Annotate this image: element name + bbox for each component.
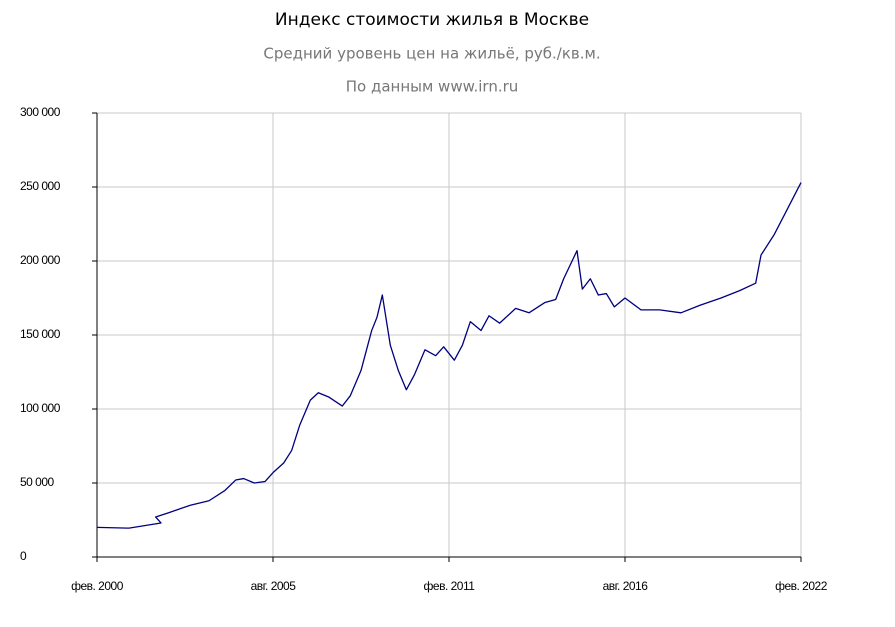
chart-source: По данным www.irn.ru bbox=[346, 78, 519, 96]
x-tick-label: авг. 2005 bbox=[251, 579, 297, 593]
x-tick-label: авг. 2016 bbox=[603, 579, 649, 593]
y-tick-label: 200 000 bbox=[20, 253, 61, 267]
chart-subtitle: Средний уровень цен на жильё, руб./кв.м. bbox=[263, 45, 600, 63]
x-tick-label: фев. 2022 bbox=[775, 579, 828, 593]
x-tick-label: фев. 2011 bbox=[424, 579, 476, 593]
y-tick-label: 250 000 bbox=[20, 179, 61, 193]
y-tick-label: 50 000 bbox=[20, 475, 55, 489]
chart-title: Индекс стоимости жилья в Москве bbox=[275, 10, 589, 30]
y-tick-label: 0 bbox=[20, 549, 27, 563]
y-tick-label: 300 000 bbox=[20, 105, 61, 119]
y-tick-label: 100 000 bbox=[20, 401, 61, 415]
x-tick-label: фев. 2000 bbox=[71, 579, 124, 593]
y-tick-label: 150 000 bbox=[20, 327, 61, 341]
data-line bbox=[96, 182, 802, 529]
